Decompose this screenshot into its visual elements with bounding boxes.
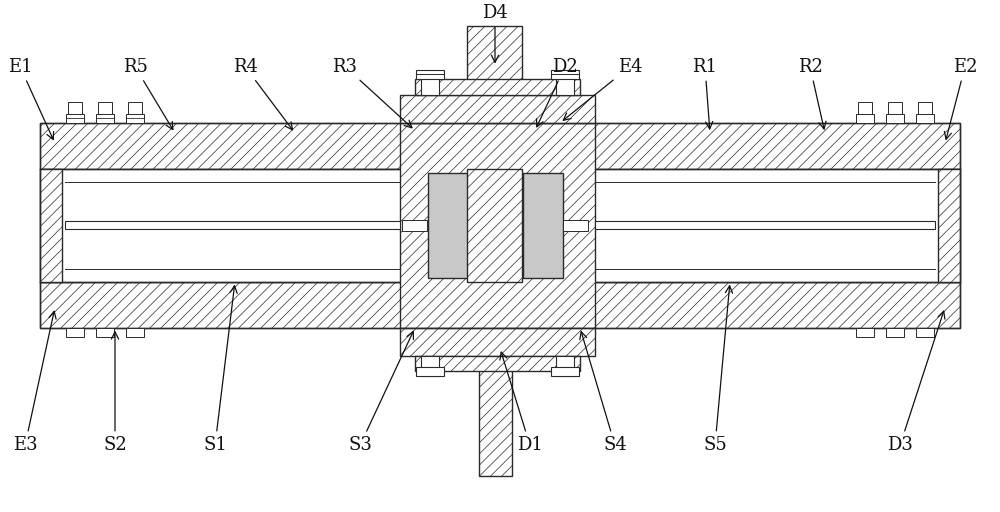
Bar: [938, 169, 960, 282]
Bar: [479, 317, 512, 476]
Text: S5: S5: [703, 286, 733, 455]
Text: E3: E3: [13, 311, 56, 455]
Text: S2: S2: [103, 332, 127, 455]
Bar: [126, 114, 144, 123]
Bar: [888, 102, 902, 114]
Bar: [916, 328, 934, 337]
Bar: [65, 221, 400, 229]
Text: S3: S3: [348, 331, 413, 455]
Text: D3: D3: [887, 311, 945, 455]
Bar: [421, 74, 439, 95]
Bar: [40, 123, 960, 169]
Text: D4: D4: [482, 4, 508, 62]
Bar: [421, 356, 439, 376]
Text: R2: R2: [798, 57, 826, 129]
Text: R3: R3: [332, 57, 412, 127]
Text: S4: S4: [580, 332, 627, 455]
Bar: [402, 220, 427, 231]
Bar: [98, 102, 112, 114]
Bar: [66, 328, 84, 337]
Bar: [400, 328, 595, 356]
Bar: [467, 169, 522, 282]
Bar: [416, 367, 444, 376]
Bar: [551, 70, 579, 79]
Text: E2: E2: [944, 57, 977, 139]
Bar: [595, 221, 935, 229]
Bar: [467, 26, 522, 123]
Bar: [416, 70, 444, 79]
Text: D1: D1: [500, 352, 543, 455]
Bar: [415, 356, 580, 371]
Text: R5: R5: [123, 57, 173, 130]
Text: R1: R1: [692, 57, 718, 129]
Bar: [66, 114, 84, 123]
Bar: [856, 328, 874, 337]
Bar: [551, 367, 579, 376]
Bar: [40, 169, 62, 282]
Bar: [916, 114, 934, 123]
Text: E1: E1: [8, 57, 54, 140]
Bar: [562, 220, 588, 231]
Bar: [96, 114, 114, 123]
Bar: [40, 169, 960, 282]
Bar: [858, 102, 872, 114]
Bar: [126, 328, 144, 337]
Text: E4: E4: [563, 57, 642, 120]
Bar: [918, 102, 932, 114]
Bar: [886, 114, 904, 123]
Text: S1: S1: [203, 286, 237, 455]
Bar: [40, 282, 960, 328]
Text: R4: R4: [233, 57, 292, 130]
Bar: [68, 102, 82, 114]
Bar: [96, 328, 114, 337]
Bar: [415, 79, 580, 95]
Bar: [522, 173, 562, 278]
Bar: [128, 102, 142, 114]
Bar: [856, 114, 874, 123]
Text: D2: D2: [537, 57, 578, 127]
Bar: [556, 356, 574, 376]
Bar: [400, 123, 595, 328]
Bar: [40, 123, 960, 328]
Bar: [428, 173, 468, 278]
Bar: [400, 95, 595, 123]
Bar: [886, 328, 904, 337]
Bar: [556, 74, 574, 95]
